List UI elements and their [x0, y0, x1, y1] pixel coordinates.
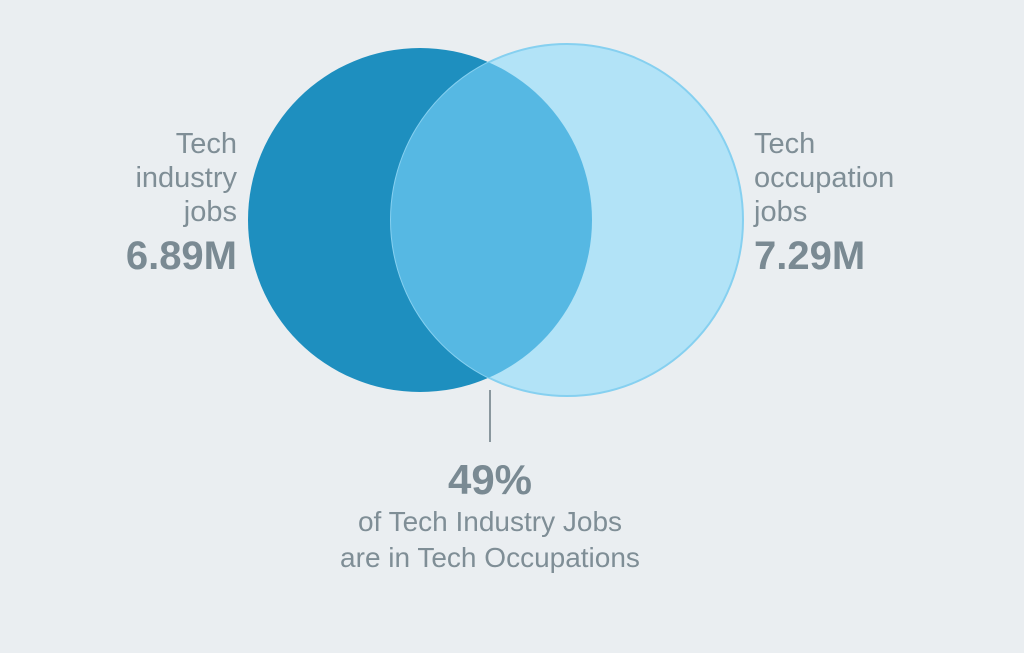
tech-occupation-label-line-1: Tech	[754, 128, 816, 160]
tech-occupation-value: 7.29M	[754, 234, 866, 278]
tech-occupation-label-line-3: jobs	[754, 196, 808, 228]
overlap-region	[391, 48, 592, 392]
overlap-caption-line-2: are in Tech Occupations	[340, 542, 640, 573]
tech-industry-label: Tech industry jobs 6.89M	[126, 127, 237, 279]
overlap-caption-line-1: of Tech Industry Jobs	[357, 506, 623, 537]
tech-industry-label-line-2: industry	[135, 162, 237, 194]
tech-industry-value: 6.89M	[125, 234, 237, 278]
tech-industry-label-line-1: Tech	[175, 128, 237, 160]
tech-industry-label-line-3: jobs	[183, 196, 237, 228]
tech-occupation-label-line-2: occupation	[754, 162, 895, 194]
overlap-percent: 49%	[447, 456, 533, 503]
overlap-label: 49% of Tech Industry Jobs are in Tech Oc…	[290, 456, 690, 576]
tech-occupation-label: Tech occupation jobs 7.29M	[754, 127, 894, 279]
